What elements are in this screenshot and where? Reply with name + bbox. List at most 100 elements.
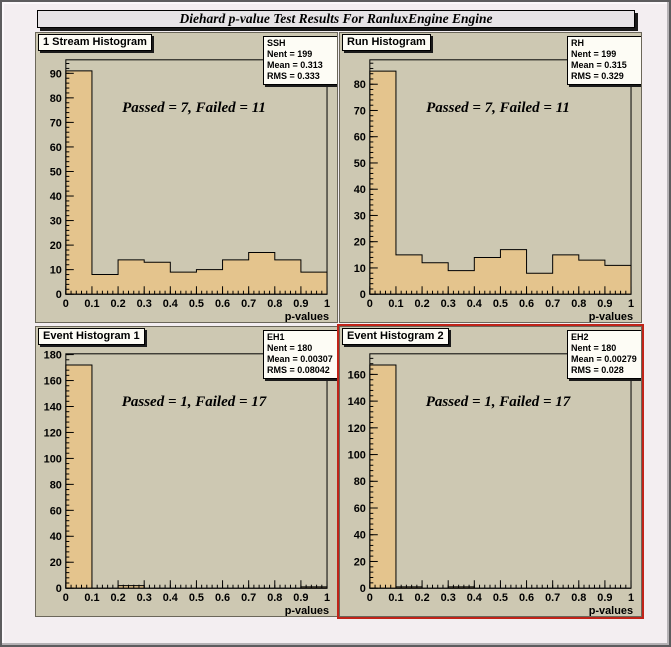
pad-1-stream-histogram[interactable]: 0 10 20 30 40 50 60 70 80 90 0 0.1 0.2 0.3 0.4 0.5 0.6 0.… <box>35 32 338 323</box>
svg-text:60: 60 <box>50 505 62 517</box>
stats-hist-name: RH <box>571 38 584 48</box>
stats-hist-name: SSH <box>267 38 286 48</box>
stats-box[interactable]: EH1 Nent = 180 Mean = 0.00307 RMS = 0.08… <box>263 330 337 379</box>
svg-text:20: 20 <box>354 556 366 568</box>
svg-text:50: 50 <box>354 158 366 170</box>
pad-event-histogram-1[interactable]: 0 20 40 60 80 100 120 140 160 180 0 0.1 0.2 0.3 0.4 0.5… <box>35 326 338 617</box>
svg-text:p-values: p-values <box>589 605 633 616</box>
svg-text:p-values: p-values <box>589 311 633 322</box>
svg-text:0.7: 0.7 <box>241 298 256 310</box>
svg-text:80: 80 <box>50 479 62 491</box>
svg-text:20: 20 <box>354 237 366 249</box>
event-histogram-1-plot[interactable]: 0 20 40 60 80 100 120 140 160 180 0 0.1 0.2 0.3 0.4 0.5… <box>36 327 337 616</box>
svg-text:0.1: 0.1 <box>388 298 403 310</box>
svg-text:0.1: 0.1 <box>84 298 99 310</box>
svg-text:p-values: p-values <box>285 605 329 616</box>
svg-text:0.1: 0.1 <box>388 592 403 604</box>
pad-title-label[interactable]: 1 Stream Histogram <box>38 34 152 51</box>
svg-text:0.1: 0.1 <box>84 592 99 604</box>
svg-text:0.2: 0.2 <box>110 298 125 310</box>
svg-text:40: 40 <box>50 531 62 543</box>
svg-text:1: 1 <box>324 298 330 310</box>
svg-text:40: 40 <box>354 184 366 196</box>
svg-text:0.9: 0.9 <box>293 592 308 604</box>
svg-text:0.6: 0.6 <box>215 298 230 310</box>
svg-text:0.7: 0.7 <box>545 298 560 310</box>
svg-text:120: 120 <box>348 423 366 435</box>
event-histogram-2-plot[interactable]: 0 20 40 60 80 100 120 140 160 0 0.1 0.2 0.3 0.4 0.5 0.6… <box>340 327 641 616</box>
stats-mean: Mean = 0.315 <box>571 60 627 70</box>
svg-text:10: 10 <box>50 265 62 277</box>
run-histogram-plot[interactable]: 0 10 20 30 40 50 60 70 80 0 0.1 0.2 0.3 0.4 0.5 0.6 0.7 0… <box>340 33 641 322</box>
stats-entries: Nent = 199 <box>571 49 617 59</box>
svg-text:0.5: 0.5 <box>493 298 508 310</box>
svg-text:0.2: 0.2 <box>414 298 429 310</box>
svg-text:60: 60 <box>354 503 366 515</box>
pad-run-histogram[interactable]: 0 10 20 30 40 50 60 70 80 0 0.1 0.2 0.3 0.4 0.5 0.6 0.7 0… <box>339 32 642 323</box>
svg-text:120: 120 <box>44 427 62 439</box>
svg-text:80: 80 <box>354 476 366 488</box>
pad-title-label[interactable]: Run Histogram <box>342 34 431 51</box>
pad-title-label[interactable]: Event Histogram 1 <box>38 328 145 345</box>
stats-mean: Mean = 0.00279 <box>571 354 637 364</box>
svg-text:0.8: 0.8 <box>571 592 586 604</box>
svg-text:20: 20 <box>50 557 62 569</box>
svg-text:0.8: 0.8 <box>267 592 282 604</box>
svg-text:0.9: 0.9 <box>597 592 612 604</box>
svg-text:0: 0 <box>56 583 62 595</box>
stats-box[interactable]: SSH Nent = 199 Mean = 0.313 RMS = 0.333 <box>263 36 337 85</box>
svg-text:20: 20 <box>50 240 62 252</box>
svg-text:0.7: 0.7 <box>545 592 560 604</box>
svg-text:0: 0 <box>360 289 366 301</box>
pass-fail-annotation: Passed = 1, Failed = 17 <box>121 394 267 410</box>
svg-text:0.3: 0.3 <box>137 298 152 310</box>
svg-text:40: 40 <box>354 530 366 542</box>
svg-text:0.9: 0.9 <box>293 298 308 310</box>
svg-text:60: 60 <box>50 142 62 154</box>
svg-text:0.3: 0.3 <box>137 592 152 604</box>
svg-text:30: 30 <box>50 216 62 228</box>
svg-text:40: 40 <box>50 191 62 203</box>
svg-text:0.4: 0.4 <box>467 592 482 604</box>
svg-text:0: 0 <box>367 298 373 310</box>
svg-text:0: 0 <box>367 592 373 604</box>
svg-text:0: 0 <box>63 298 69 310</box>
pass-fail-annotation: Passed = 7, Failed = 11 <box>122 100 266 116</box>
stats-hist-name: EH1 <box>267 332 285 342</box>
svg-text:0.8: 0.8 <box>267 298 282 310</box>
svg-text:140: 140 <box>348 396 366 408</box>
svg-text:0.4: 0.4 <box>163 298 178 310</box>
svg-text:0.5: 0.5 <box>493 592 508 604</box>
svg-text:80: 80 <box>50 93 62 105</box>
stats-rms: RMS = 0.028 <box>571 365 624 375</box>
svg-text:100: 100 <box>348 450 366 462</box>
svg-text:0: 0 <box>56 289 62 301</box>
svg-text:0.6: 0.6 <box>519 592 534 604</box>
stats-mean: Mean = 0.313 <box>267 60 323 70</box>
stats-entries: Nent = 199 <box>267 49 313 59</box>
stats-hist-name: EH2 <box>571 332 589 342</box>
pad-event-histogram-2[interactable]: 0 20 40 60 80 100 120 140 160 0 0.1 0.2 0.3 0.4 0.5 0.6… <box>337 324 644 619</box>
stats-rms: RMS = 0.329 <box>571 71 624 81</box>
svg-text:60: 60 <box>354 132 366 144</box>
stats-entries: Nent = 180 <box>267 343 313 353</box>
stats-mean: Mean = 0.00307 <box>267 354 333 364</box>
pad-title-label[interactable]: Event Histogram 2 <box>342 328 449 345</box>
svg-text:0.4: 0.4 <box>467 298 482 310</box>
stats-box[interactable]: EH2 Nent = 180 Mean = 0.00279 RMS = 0.02… <box>567 330 641 379</box>
svg-text:0: 0 <box>360 583 366 595</box>
svg-text:70: 70 <box>354 105 366 117</box>
svg-text:0: 0 <box>63 592 69 604</box>
stream-histogram-plot[interactable]: 0 10 20 30 40 50 60 70 80 90 0 0.1 0.2 0.3 0.4 0.5 0.6 0.… <box>36 33 337 322</box>
svg-text:50: 50 <box>50 166 62 178</box>
stats-box[interactable]: RH Nent = 199 Mean = 0.315 RMS = 0.329 <box>567 36 641 85</box>
svg-text:0.9: 0.9 <box>597 298 612 310</box>
svg-text:0.2: 0.2 <box>414 592 429 604</box>
svg-text:140: 140 <box>44 401 62 413</box>
svg-text:160: 160 <box>44 376 62 388</box>
svg-text:30: 30 <box>354 210 366 222</box>
svg-text:0.8: 0.8 <box>571 298 586 310</box>
stats-rms: RMS = 0.08042 <box>267 365 330 375</box>
canvas-title[interactable]: Diehard p-value Test Results For RanluxE… <box>37 10 635 28</box>
